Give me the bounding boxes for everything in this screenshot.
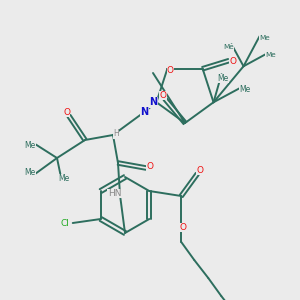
- Text: O: O: [167, 66, 174, 75]
- Text: Me: Me: [239, 85, 250, 94]
- Text: O: O: [160, 91, 167, 100]
- Text: O: O: [146, 162, 153, 171]
- Text: HN: HN: [108, 189, 122, 198]
- Text: N: N: [149, 97, 158, 107]
- Text: Cl: Cl: [61, 218, 70, 227]
- Text: O: O: [179, 223, 186, 232]
- Text: Me: Me: [218, 74, 229, 83]
- Text: Me: Me: [223, 44, 234, 50]
- Text: Me: Me: [58, 174, 69, 183]
- Text: Me: Me: [24, 141, 35, 150]
- Text: Me: Me: [24, 168, 35, 177]
- Text: N: N: [140, 107, 148, 117]
- Text: Me: Me: [266, 52, 276, 59]
- Text: O: O: [196, 166, 203, 175]
- Text: Me: Me: [259, 35, 270, 41]
- Text: H: H: [113, 129, 119, 138]
- Text: O: O: [229, 57, 236, 66]
- Text: O: O: [63, 108, 70, 117]
